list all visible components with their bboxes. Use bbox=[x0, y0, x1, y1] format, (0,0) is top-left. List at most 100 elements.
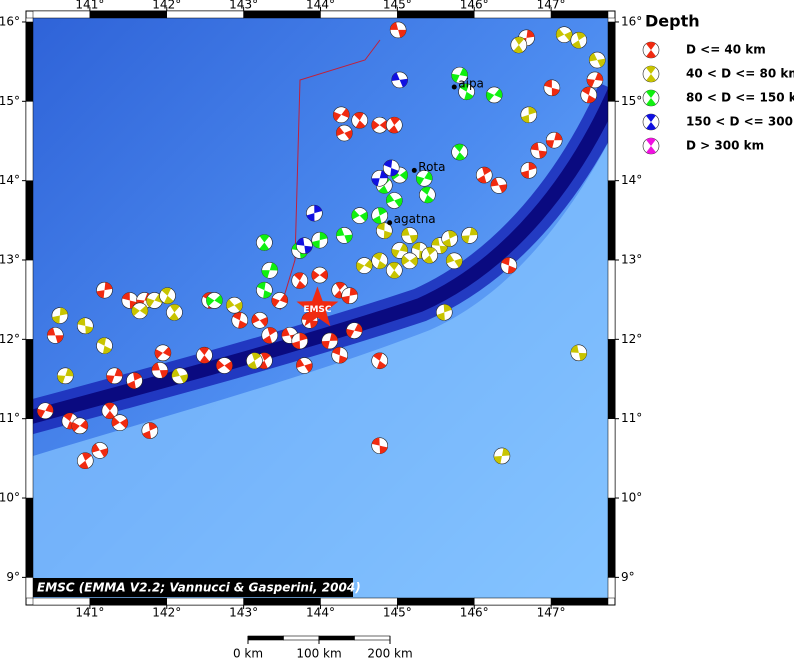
ball-quadrant bbox=[314, 205, 323, 214]
ball-quadrant bbox=[436, 312, 445, 321]
credit: EMSC (EMMA V2.2; Vannucci & Gasperini, 2… bbox=[37, 581, 361, 595]
beachball bbox=[141, 422, 159, 439]
beachball bbox=[196, 346, 213, 364]
beachball bbox=[371, 207, 388, 224]
frame-stripe bbox=[320, 597, 398, 606]
frame-stripe bbox=[89, 597, 168, 606]
ball-quadrant bbox=[306, 213, 315, 222]
ball-quadrant bbox=[319, 232, 328, 241]
beachball bbox=[415, 169, 433, 187]
scale-label: 200 km bbox=[367, 647, 412, 659]
ball-quadrant bbox=[464, 91, 474, 100]
beachball bbox=[445, 252, 463, 270]
x-tick-label: 145° bbox=[383, 0, 412, 12]
ball-quadrant bbox=[377, 260, 387, 269]
beachball bbox=[231, 311, 249, 329]
frame-stripe bbox=[25, 418, 34, 499]
frame-stripe bbox=[243, 597, 321, 606]
beachball bbox=[206, 292, 223, 309]
overlay: aipa Rota agatna EMSC bbox=[296, 77, 484, 327]
ball-quadrant bbox=[556, 28, 565, 39]
x-tick-label: 147° bbox=[537, 0, 566, 12]
y-tick-label: 10° bbox=[621, 491, 642, 505]
ball-quadrant bbox=[171, 368, 180, 378]
ball-quadrant bbox=[501, 257, 510, 266]
beachball bbox=[385, 262, 403, 279]
x-tick-label: 141° bbox=[75, 606, 104, 620]
ball-quadrant bbox=[461, 235, 470, 244]
beachball bbox=[251, 311, 269, 329]
ball-quadrant bbox=[646, 98, 656, 106]
ball-quadrant bbox=[399, 243, 408, 253]
ball-quadrant bbox=[65, 368, 74, 377]
ball-quadrant bbox=[259, 242, 270, 251]
ball-quadrant bbox=[646, 138, 656, 146]
ball-quadrant bbox=[148, 422, 158, 431]
beachball bbox=[555, 26, 573, 43]
frame-stripe bbox=[25, 497, 34, 578]
ball-quadrant bbox=[162, 346, 171, 357]
ball-quadrant bbox=[52, 315, 60, 324]
ball-quadrant bbox=[206, 296, 215, 306]
y-tick-label: 13° bbox=[0, 252, 20, 266]
ball-quadrant bbox=[104, 282, 113, 291]
beachball bbox=[441, 230, 458, 247]
ball-quadrant bbox=[371, 437, 380, 446]
ball-quadrant bbox=[59, 307, 68, 316]
ball-quadrant bbox=[376, 360, 387, 369]
beachball bbox=[296, 357, 313, 374]
place-label: aipa bbox=[458, 77, 484, 91]
ball-quadrant bbox=[551, 87, 560, 96]
y-tick-label: 11° bbox=[621, 411, 642, 425]
ball-quadrant bbox=[526, 29, 535, 38]
legend-label: 150 < D <= 300 km bbox=[686, 115, 794, 129]
frame-stripe bbox=[166, 10, 244, 19]
ball-quadrant bbox=[570, 344, 579, 353]
beachball bbox=[543, 79, 561, 97]
ball-quadrant bbox=[564, 31, 573, 41]
beachball bbox=[151, 361, 169, 379]
beachball bbox=[520, 106, 538, 124]
beachball bbox=[71, 417, 89, 435]
ball-quadrant bbox=[263, 290, 272, 299]
ball-quadrant bbox=[102, 345, 112, 354]
ball-quadrant bbox=[424, 171, 433, 181]
scale-segment bbox=[354, 635, 391, 641]
ball-quadrant bbox=[454, 144, 464, 153]
ball-quadrant bbox=[389, 270, 400, 279]
frame-stripe bbox=[397, 10, 475, 19]
beachball bbox=[321, 332, 339, 350]
ball-quadrant bbox=[311, 270, 320, 281]
ball-quadrant bbox=[258, 360, 268, 369]
ball-quadrant bbox=[45, 403, 54, 413]
frame-stripe bbox=[25, 577, 34, 599]
beachball bbox=[371, 437, 388, 454]
ball-quadrant bbox=[344, 234, 353, 243]
ball-quadrant bbox=[214, 294, 223, 305]
scale-segment bbox=[318, 635, 355, 641]
beachball bbox=[311, 266, 329, 284]
ball-quadrant bbox=[371, 178, 380, 187]
x-tick-label: 147° bbox=[537, 606, 566, 620]
beachball bbox=[351, 207, 369, 224]
ball-quadrant bbox=[423, 255, 434, 264]
ball-quadrant bbox=[251, 314, 260, 324]
beachball bbox=[371, 116, 388, 134]
ball-quadrant bbox=[259, 234, 270, 243]
beachball bbox=[510, 36, 528, 54]
beachball bbox=[346, 322, 363, 339]
beachball bbox=[341, 287, 359, 305]
ball-quadrant bbox=[439, 245, 448, 254]
beachball bbox=[336, 227, 353, 244]
ball-quadrant bbox=[119, 418, 128, 429]
frame-stripe bbox=[473, 597, 552, 606]
ball-quadrant bbox=[336, 126, 345, 137]
beachball bbox=[461, 227, 478, 244]
ball-quadrant bbox=[446, 254, 455, 264]
beachball bbox=[642, 65, 660, 83]
epicenter-star bbox=[296, 286, 339, 327]
beachball bbox=[382, 159, 400, 177]
ball-quadrant bbox=[528, 162, 537, 171]
beachball bbox=[570, 31, 588, 49]
ball-quadrant bbox=[251, 352, 262, 361]
